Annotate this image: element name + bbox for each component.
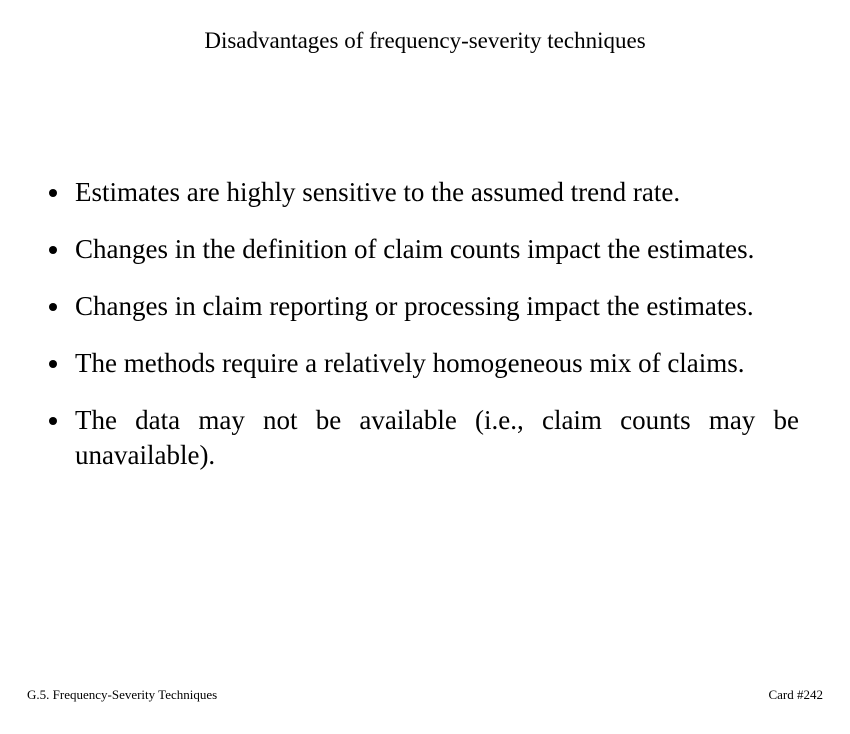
footer-card-number: Card #242 [768,687,823,702]
bullet-item: Estimates are highly sensitive to the as… [46,175,799,210]
bullet-text: The methods require a relatively homogen… [75,348,745,378]
bullet-list: Estimates are highly sensitive to the as… [46,175,799,495]
bullet-icon [49,360,57,368]
bullet-text: The data may not be available (i.e., cla… [75,405,799,470]
bullet-icon [49,303,57,311]
bullet-item: Changes in the definition of claim count… [46,232,799,267]
bullet-text: Changes in claim reporting or processing… [75,291,754,321]
bullet-icon [49,246,57,254]
bullet-text: Changes in the definition of claim count… [75,234,755,264]
footer-section-label: G.5. Frequency-Severity Techniques [27,687,218,702]
bullet-text: Estimates are highly sensitive to the as… [75,177,681,207]
bullet-icon [49,417,57,425]
bullet-item: Changes in claim reporting or processing… [46,289,799,324]
card-title: Disadvantages of frequency-severity tech… [204,28,646,53]
bullet-icon [49,189,57,197]
bullet-item: The data may not be available (i.e., cla… [46,403,799,473]
bullet-item: The methods require a relatively homogen… [46,346,799,381]
